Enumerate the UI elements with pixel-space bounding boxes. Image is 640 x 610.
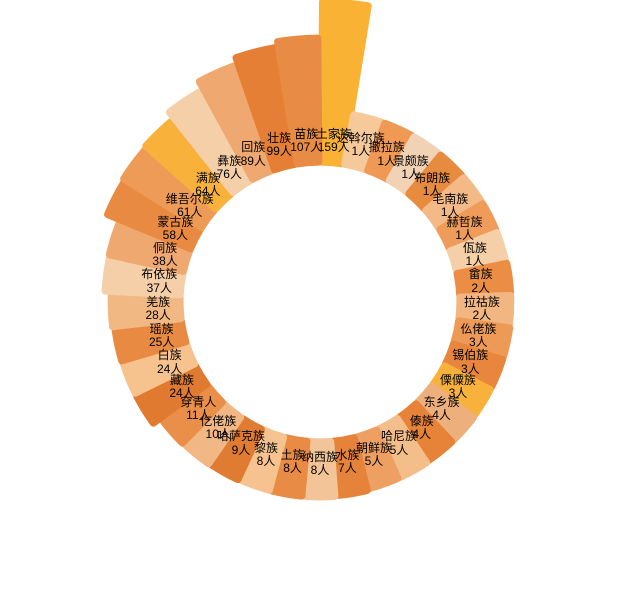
wedge [111,295,181,327]
chart-svg [0,0,640,610]
ethnic-polar-bar-chart: 土家族159人达斡尔族1人撒拉族1人景颇族1人布朗族1人毛南族1人赫哲族1人佤族… [0,0,640,610]
